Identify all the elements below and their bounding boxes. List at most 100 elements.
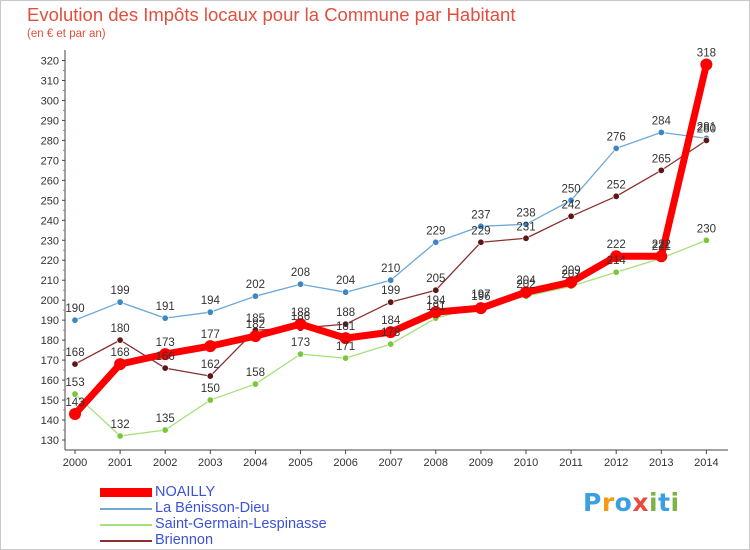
data-label: 185: [246, 313, 265, 325]
y-tick-label: 190: [41, 315, 59, 327]
series-point: [296, 350, 304, 358]
data-label: 276: [607, 131, 626, 143]
series-point: [432, 238, 440, 246]
x-tick-label: 2010: [514, 457, 538, 469]
data-label: 230: [697, 223, 716, 235]
data-label: 238: [516, 207, 535, 219]
x-tick-label: 2006: [333, 457, 357, 469]
series-point: [342, 320, 350, 328]
data-label: 207: [562, 269, 581, 281]
data-label: 188: [291, 307, 310, 319]
data-label: 252: [607, 179, 626, 191]
y-tick-label: 150: [41, 395, 59, 407]
logo-letter: t: [658, 488, 671, 517]
legend-swatch: [100, 508, 152, 510]
data-label: 153: [65, 377, 84, 389]
series-point: [657, 166, 665, 174]
data-label: 188: [336, 307, 355, 319]
data-label: 143: [65, 397, 84, 409]
data-label: 265: [652, 153, 671, 165]
y-tick-label: 270: [41, 155, 59, 167]
data-label: 202: [246, 279, 265, 291]
data-label: 150: [201, 383, 220, 395]
y-tick-label: 130: [41, 435, 59, 447]
series-point: [251, 292, 259, 300]
x-tick-label: 2001: [108, 457, 132, 469]
data-label: 171: [336, 341, 355, 353]
data-label: 250: [562, 183, 581, 195]
series-point: [251, 380, 259, 388]
y-tick-label: 210: [41, 275, 59, 287]
series-point: [249, 330, 262, 343]
data-label: 173: [291, 337, 310, 349]
y-tick-label: 180: [41, 335, 59, 347]
data-label: 194: [201, 295, 221, 307]
x-tick-label: 2005: [288, 457, 312, 469]
y-tick-label: 250: [41, 195, 59, 207]
series-point: [612, 268, 620, 276]
data-label: 284: [652, 115, 672, 127]
series-point: [339, 332, 352, 345]
y-tick-label: 140: [41, 415, 59, 427]
data-label: 194: [426, 295, 446, 307]
series-point: [520, 286, 532, 299]
data-label: 191: [156, 301, 175, 313]
series-point: [342, 288, 350, 296]
legend-swatch: [100, 540, 152, 542]
series-point: [565, 276, 578, 289]
logo-letter: o: [614, 488, 633, 517]
data-label: 191: [426, 301, 445, 313]
data-label: 204: [336, 275, 356, 287]
x-tick-label: 2002: [153, 457, 177, 469]
x-tick-label: 2004: [243, 457, 267, 469]
data-label: 209: [562, 265, 581, 277]
series-point: [522, 220, 530, 228]
data-label: 214: [607, 255, 627, 267]
data-label: 182: [246, 319, 265, 331]
data-label: 186: [291, 311, 310, 323]
x-tick-label: 2013: [649, 457, 673, 469]
data-label: 199: [381, 285, 400, 297]
series-point: [296, 280, 304, 288]
series-point: [387, 340, 395, 348]
series-point: [429, 306, 442, 319]
series-point: [702, 136, 710, 144]
data-label: 180: [111, 323, 130, 335]
data-label: 222: [607, 239, 626, 251]
series-point: [71, 390, 79, 398]
logo-letter: r: [601, 488, 615, 517]
logo-letter: P: [583, 488, 602, 517]
proxiti-logo: Proxiti: [583, 488, 680, 517]
series-point: [161, 426, 169, 434]
y-tick-label: 310: [41, 75, 59, 87]
series-point: [477, 238, 485, 246]
data-label: 202: [516, 279, 535, 291]
series-point: [69, 408, 81, 421]
legend-item: Briennon: [100, 532, 360, 549]
data-label: 166: [156, 351, 175, 363]
y-tick-label: 290: [41, 115, 59, 127]
x-tick-label: 2011: [559, 457, 583, 469]
series-point: [522, 234, 530, 242]
series-point: [161, 364, 169, 372]
legend-label: Saint-Germain-Lespinasse: [155, 516, 327, 532]
series-point: [384, 326, 397, 339]
series-point: [116, 298, 124, 306]
y-tick-label: 280: [41, 135, 59, 147]
legend-label: Briennon: [155, 532, 214, 548]
data-label: 168: [111, 347, 130, 359]
x-tick-label: 2012: [604, 457, 628, 469]
series-point: [116, 432, 124, 440]
x-tick-label: 2000: [63, 457, 87, 469]
data-label: 229: [471, 225, 490, 237]
data-label: 231: [516, 221, 535, 233]
series-point: [204, 340, 217, 353]
data-label: 158: [246, 367, 265, 379]
series-point: [432, 286, 440, 294]
data-label: 237: [471, 209, 490, 221]
data-label: 221: [652, 241, 671, 253]
series-point: [610, 250, 623, 263]
y-tick-label: 240: [41, 215, 59, 227]
x-tick-label: 2009: [469, 457, 493, 469]
